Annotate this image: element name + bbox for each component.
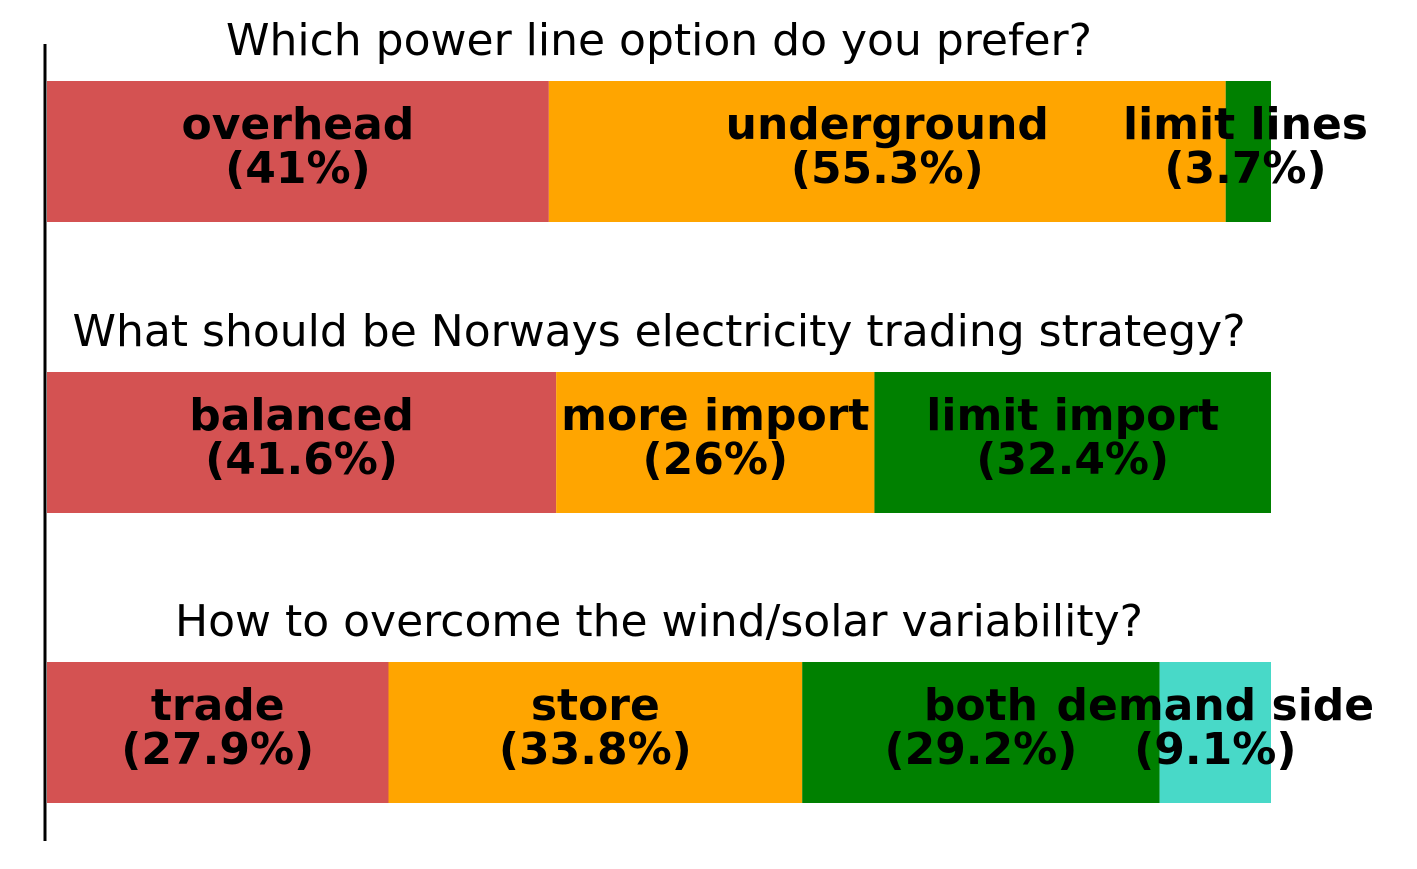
segment-percent-2-2: (26%) (643, 434, 789, 485)
bar-groups: Which power line option do you prefer? ov… (47, 15, 1374, 803)
segment-label-1-1: overhead (182, 99, 415, 150)
question-title-2: What should be Norways electricity tradi… (72, 306, 1245, 357)
segment-percent-2-3: (32.4%) (976, 434, 1169, 485)
segment-label-2-2: more import (561, 390, 869, 441)
segment-label-3-3: both (924, 680, 1038, 731)
bar-segment-3-4 (1159, 662, 1271, 803)
bar-segment-2-2 (556, 372, 875, 513)
segment-percent-3-4: (9.1%) (1134, 724, 1296, 775)
question-3: How to overcome the wind/solar variabili… (47, 596, 1374, 803)
bar-segment-3-2 (388, 662, 803, 803)
question-title-3: How to overcome the wind/solar variabili… (175, 596, 1143, 647)
segment-percent-1-1: (41%) (225, 143, 371, 194)
segment-percent-3-2: (33.8%) (499, 724, 692, 775)
segment-label-2-1: balanced (189, 390, 414, 441)
question-title-1: Which power line option do you prefer? (226, 15, 1092, 66)
segment-label-3-1: trade (151, 680, 285, 731)
segment-percent-1-3: (3.7%) (1164, 143, 1326, 194)
bar-segment-1-3 (1225, 81, 1271, 222)
bar-segment-2-3 (874, 372, 1271, 513)
segment-label-3-2: store (531, 680, 660, 731)
segment-label-2-3: limit import (926, 390, 1219, 441)
segment-label-3-4: demand side (1056, 680, 1374, 731)
question-1: Which power line option do you prefer? ov… (47, 15, 1368, 222)
segment-label-1-2: underground (726, 99, 1049, 150)
segment-label-1-3: limit lines (1123, 99, 1368, 150)
segment-percent-2-1: (41.6%) (205, 434, 398, 485)
bar-segment-3-1 (47, 662, 389, 803)
bar-segment-1-2 (548, 81, 1226, 222)
segment-percent-3-1: (27.9%) (121, 724, 314, 775)
bar-segment-1-1 (47, 81, 549, 222)
segment-percent-1-2: (55.3%) (791, 143, 984, 194)
question-2: What should be Norways electricity tradi… (47, 306, 1271, 513)
bar-segment-3-3 (802, 662, 1160, 803)
bar-segment-2-1 (47, 372, 557, 513)
segment-percent-3-3: (29.2%) (884, 724, 1077, 775)
